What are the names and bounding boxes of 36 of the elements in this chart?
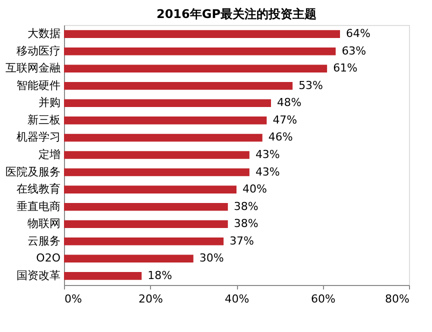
data-label: 43% [255,165,280,178]
data-label: 37% [230,234,254,248]
y-tick-label: 定增 [38,148,60,161]
chart-title: 2016年GP最关注的投资主题 [156,7,317,21]
y-tick-label: 在线教育 [16,182,60,196]
y-tick-label: 云服务 [28,234,60,248]
data-label: 53% [298,78,324,92]
data-label: 38% [234,217,258,230]
data-label: 47% [272,113,298,126]
x-tick-label: 40% [224,292,250,306]
data-label: 64% [346,27,370,40]
y-tick-label: 医院及服务 [6,165,60,178]
y-tick-label: 智能硬件 [16,78,60,92]
y-tick-label: 物联网 [28,217,60,230]
y-tick-label: 大数据 [28,27,60,40]
x-tick-label: 0% [64,292,82,306]
x-tick-label: 80% [385,292,410,306]
y-tick-label: O2O [36,252,61,265]
data-label: 18% [148,268,172,282]
y-tick-label: 机器学习 [16,130,60,144]
x-tick-label: 20% [138,292,163,306]
y-tick-label: 垂直电商 [16,200,60,213]
data-label: 40% [242,182,267,196]
data-label: 38% [234,200,258,213]
y-tick-label: 国资改革 [16,268,60,282]
y-tick-label: 并购 [38,96,60,110]
data-label: 46% [268,130,293,144]
y-tick-label: 新三板 [28,113,60,126]
data-label: 43% [255,148,280,161]
data-label: 48% [277,96,302,110]
data-label: 61% [333,62,358,75]
data-label: 30% [199,252,224,265]
data-label: 63% [342,44,366,58]
y-tick-label: 互联网金融 [6,62,60,75]
y-tick-label: 移动医疗 [16,44,60,58]
x-tick-label: 60% [311,292,336,306]
